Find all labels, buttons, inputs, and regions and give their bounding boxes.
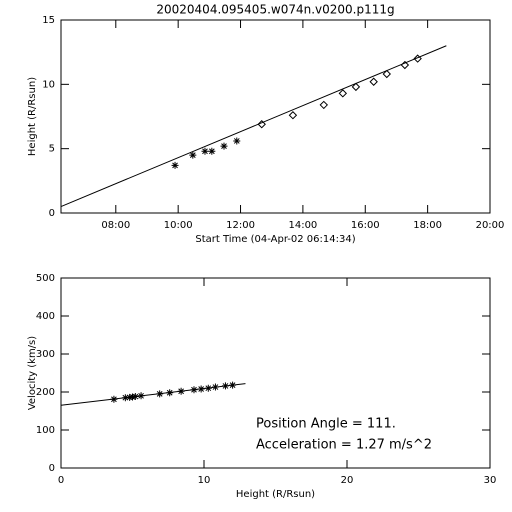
y-axis-label: Velocity (km/s) [27,336,38,410]
annotation: Position Angle = 111. [256,417,396,432]
y-tick-label: 15 [42,15,55,26]
diamond-marker [382,69,391,79]
y-tick-label: 400 [36,311,55,322]
x-tick-label: 18:00 [413,220,442,231]
fit-line [60,383,246,406]
asterisk-marker [233,137,241,145]
annotation: Acceleration = 1.27 m/s^2 [256,438,432,453]
diamond-marker [319,100,328,110]
x-tick-label: 0 [58,475,64,486]
x-tick-label: 14:00 [288,220,317,231]
diamond-marker [288,111,298,120]
asterisk-marker [208,147,216,155]
x-axis-label: Height (R/Rsun) [236,489,315,500]
x-tick-label: 12:00 [226,220,255,231]
chart-title: 20020404.095405.w074n.v0200.p111g [156,3,394,17]
plot-frame [60,277,491,469]
asterisk-marker [201,147,209,155]
x-tick-label: 30 [484,475,497,486]
diamond-marker [369,77,378,86]
y-tick-label: 0 [49,463,55,474]
y-tick-label: 100 [36,425,55,436]
x-tick-label: 20:00 [476,220,505,231]
asterisk-marker [171,161,179,169]
plot-frame [60,19,491,214]
x-tick-label: 10:00 [164,220,193,231]
y-tick-label: 10 [42,79,55,90]
x-axis-label: Start Time (04-Apr-02 06:14:34) [195,234,355,245]
x-tick-label: 20 [341,475,354,486]
x-tick-label: 10 [198,475,211,486]
asterisk-marker [220,142,228,150]
diamond-marker [257,120,266,129]
diamond-marker [351,82,361,92]
y-tick-label: 500 [36,273,55,284]
asterisk-marker [189,151,197,159]
y-tick-label: 5 [49,144,55,155]
diamond-marker [338,89,348,98]
x-tick-label: 08:00 [101,220,130,231]
y-tick-label: 0 [49,208,55,219]
fit-line [60,45,447,208]
y-tick-label: 300 [36,349,55,360]
y-axis-label: Height (R/Rsun) [27,77,38,156]
x-tick-label: 16:00 [351,220,380,231]
y-tick-label: 200 [36,387,55,398]
diamond-marker [413,54,422,63]
